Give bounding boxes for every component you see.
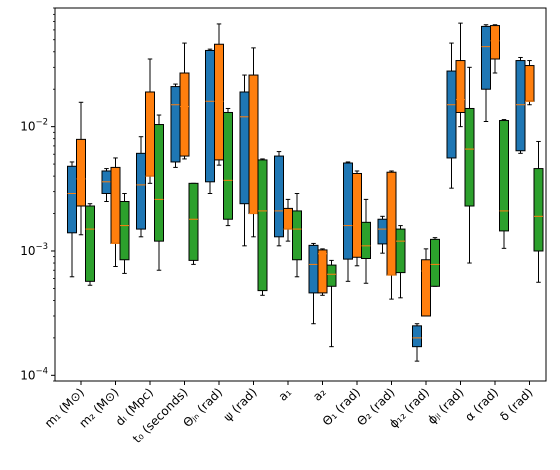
box-s0-c2 bbox=[136, 136, 146, 238]
box-iqr bbox=[283, 207, 293, 230]
x-category-label: ψ (rad) bbox=[221, 385, 260, 424]
box-iqr bbox=[67, 165, 77, 234]
box-s1-c8 bbox=[352, 170, 362, 267]
box-s1-c12 bbox=[490, 24, 500, 74]
box-s1-c11 bbox=[455, 22, 466, 128]
box-s2-c2 bbox=[154, 114, 164, 271]
box-s1-c6 bbox=[283, 198, 293, 242]
box-iqr bbox=[308, 244, 319, 294]
box-s0-c9 bbox=[377, 215, 388, 254]
box-iqr bbox=[205, 49, 215, 183]
box-s1-c2 bbox=[145, 58, 155, 184]
box-s1-c0 bbox=[76, 101, 86, 236]
box-iqr bbox=[377, 218, 388, 245]
box-s2-c1 bbox=[119, 192, 130, 274]
box-iqr bbox=[533, 168, 544, 252]
x-category-label: α (rad) bbox=[462, 385, 501, 424]
box-s1-c5 bbox=[248, 47, 259, 238]
box-s0-c13 bbox=[515, 56, 526, 154]
box-s0-c10 bbox=[412, 323, 422, 362]
box-s1-c4 bbox=[214, 23, 224, 166]
box-iqr bbox=[446, 70, 457, 159]
box-iqr bbox=[76, 138, 86, 207]
box-iqr bbox=[326, 264, 337, 287]
box-iqr bbox=[214, 43, 224, 161]
box-s2-c9 bbox=[395, 225, 406, 299]
box-iqr bbox=[490, 25, 500, 60]
y-tick-label: 10−3 bbox=[20, 242, 48, 258]
box-s0-c12 bbox=[481, 24, 491, 122]
box-iqr bbox=[136, 152, 146, 230]
box-s0-c7 bbox=[308, 242, 319, 325]
box-s2-c7 bbox=[326, 259, 337, 348]
box-iqr bbox=[317, 249, 328, 294]
box-s2-c4 bbox=[223, 107, 233, 227]
box-iqr bbox=[412, 325, 422, 348]
box-s0-c6 bbox=[274, 151, 284, 247]
box-s0-c5 bbox=[239, 74, 250, 247]
box-s1-c7 bbox=[317, 248, 328, 296]
box-s1-c9 bbox=[386, 170, 397, 300]
box-iqr bbox=[395, 228, 406, 274]
box-s1-c13 bbox=[524, 60, 535, 106]
box-s2-c3 bbox=[188, 182, 199, 265]
box-iqr bbox=[248, 74, 259, 215]
box-iqr bbox=[188, 182, 199, 261]
box-iqr bbox=[145, 91, 155, 177]
box-s2-c11 bbox=[464, 66, 475, 264]
x-category-label: δ (rad) bbox=[497, 385, 535, 423]
box-plot-boxes bbox=[67, 22, 544, 362]
x-category-label: a₂ bbox=[310, 385, 329, 404]
box-iqr bbox=[386, 171, 397, 276]
box-iqr bbox=[352, 172, 362, 258]
box-s2-c5 bbox=[257, 158, 268, 296]
plot-frame bbox=[54, 7, 547, 382]
y-tick-label: 10−2 bbox=[20, 118, 48, 134]
box-s2-c8 bbox=[361, 198, 371, 284]
box-iqr bbox=[223, 111, 233, 220]
box-s2-c12 bbox=[499, 119, 509, 249]
box-iqr bbox=[170, 86, 181, 163]
box-s1-c3 bbox=[179, 42, 190, 160]
box-s1-c1 bbox=[110, 157, 121, 268]
box-s0-c0 bbox=[67, 161, 77, 278]
box-iqr bbox=[239, 91, 250, 205]
box-iqr bbox=[257, 159, 268, 292]
box-s0-c4 bbox=[205, 48, 215, 194]
x-category-label: a₁ bbox=[276, 385, 295, 404]
box-s1-c10 bbox=[421, 248, 431, 317]
y-tick-label: 10−4 bbox=[20, 366, 48, 382]
box-iqr bbox=[179, 72, 190, 157]
box-s0-c11 bbox=[446, 42, 457, 189]
box-iqr bbox=[361, 221, 371, 259]
box-iqr bbox=[292, 210, 302, 261]
box-iqr bbox=[499, 120, 509, 232]
box-iqr bbox=[464, 107, 475, 207]
box-iqr bbox=[430, 238, 440, 287]
box-iqr bbox=[524, 65, 535, 102]
box-iqr bbox=[154, 124, 164, 242]
box-iqr bbox=[119, 201, 130, 261]
box-iqr bbox=[85, 205, 95, 282]
box-iqr bbox=[274, 155, 284, 238]
box-iqr bbox=[421, 259, 431, 317]
box-iqr bbox=[481, 25, 491, 90]
x-category-label: ϕⱼₗ (rad) bbox=[425, 385, 467, 427]
box-iqr bbox=[455, 60, 466, 113]
box-s2-c10 bbox=[430, 237, 440, 287]
box-iqr bbox=[110, 166, 121, 244]
box-s2-c6 bbox=[292, 192, 302, 278]
box-s0-c1 bbox=[101, 168, 112, 203]
box-s0-c8 bbox=[343, 161, 353, 282]
chart-axes bbox=[54, 7, 547, 382]
box-s2-c0 bbox=[85, 203, 95, 286]
box-s2-c13 bbox=[533, 140, 544, 283]
box-iqr bbox=[343, 162, 353, 260]
box-iqr bbox=[515, 60, 526, 152]
box-s0-c3 bbox=[170, 83, 181, 168]
